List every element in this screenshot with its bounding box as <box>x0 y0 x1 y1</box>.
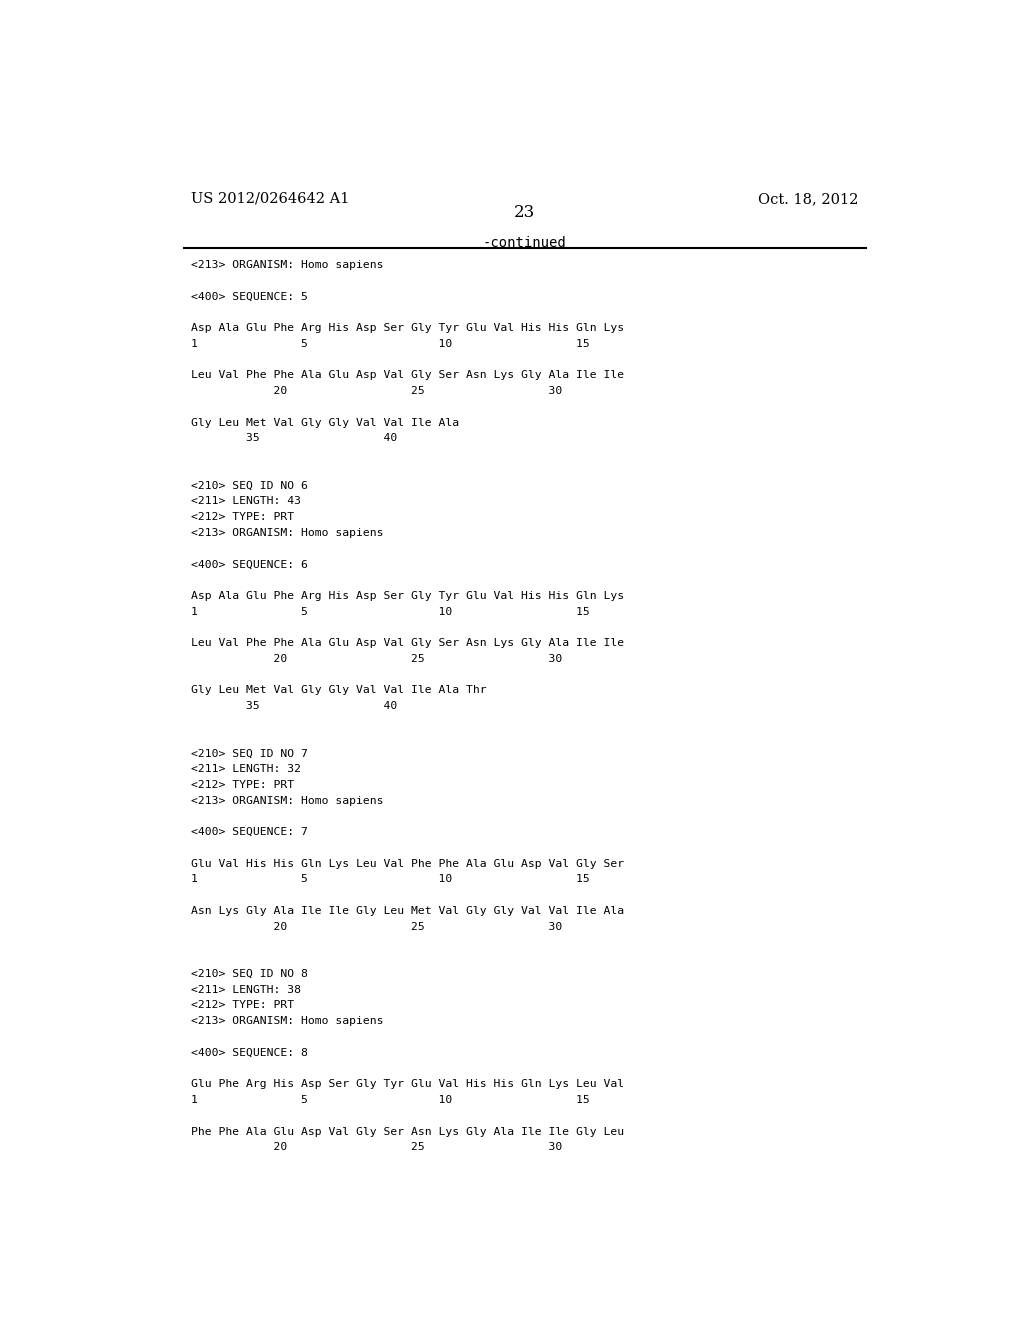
Text: Leu Val Phe Phe Ala Glu Asp Val Gly Ser Asn Lys Gly Ala Ile Ile: Leu Val Phe Phe Ala Glu Asp Val Gly Ser … <box>191 638 625 648</box>
Text: <212> TYPE: PRT: <212> TYPE: PRT <box>191 512 295 523</box>
Text: <400> SEQUENCE: 7: <400> SEQUENCE: 7 <box>191 828 308 837</box>
Text: <212> TYPE: PRT: <212> TYPE: PRT <box>191 1001 295 1011</box>
Text: 1               5                   10                  15: 1 5 10 15 <box>191 607 590 616</box>
Text: 35                  40: 35 40 <box>191 701 397 711</box>
Text: <400> SEQUENCE: 6: <400> SEQUENCE: 6 <box>191 560 308 569</box>
Text: Glu Phe Arg His Asp Ser Gly Tyr Glu Val His His Gln Lys Leu Val: Glu Phe Arg His Asp Ser Gly Tyr Glu Val … <box>191 1080 625 1089</box>
Text: <211> LENGTH: 38: <211> LENGTH: 38 <box>191 985 301 995</box>
Text: 1               5                   10                  15: 1 5 10 15 <box>191 874 590 884</box>
Text: 20                  25                  30: 20 25 30 <box>191 653 563 664</box>
Text: Asn Lys Gly Ala Ile Ile Gly Leu Met Val Gly Gly Val Val Ile Ala: Asn Lys Gly Ala Ile Ile Gly Leu Met Val … <box>191 906 625 916</box>
Text: Gly Leu Met Val Gly Gly Val Val Ile Ala Thr: Gly Leu Met Val Gly Gly Val Val Ile Ala … <box>191 685 487 696</box>
Text: <213> ORGANISM: Homo sapiens: <213> ORGANISM: Homo sapiens <box>191 528 384 537</box>
Text: -continued: -continued <box>483 236 566 249</box>
Text: Leu Val Phe Phe Ala Glu Asp Val Gly Ser Asn Lys Gly Ala Ile Ile: Leu Val Phe Phe Ala Glu Asp Val Gly Ser … <box>191 371 625 380</box>
Text: <211> LENGTH: 43: <211> LENGTH: 43 <box>191 496 301 507</box>
Text: <210> SEQ ID NO 7: <210> SEQ ID NO 7 <box>191 748 308 759</box>
Text: Glu Val His His Gln Lys Leu Val Phe Phe Ala Glu Asp Val Gly Ser: Glu Val His His Gln Lys Leu Val Phe Phe … <box>191 859 625 869</box>
Text: <213> ORGANISM: Homo sapiens: <213> ORGANISM: Homo sapiens <box>191 796 384 805</box>
Text: 1               5                   10                  15: 1 5 10 15 <box>191 339 590 348</box>
Text: 20                  25                  30: 20 25 30 <box>191 921 563 932</box>
Text: US 2012/0264642 A1: US 2012/0264642 A1 <box>191 191 350 206</box>
Text: <212> TYPE: PRT: <212> TYPE: PRT <box>191 780 295 789</box>
Text: Asp Ala Glu Phe Arg His Asp Ser Gly Tyr Glu Val His His Gln Lys: Asp Ala Glu Phe Arg His Asp Ser Gly Tyr … <box>191 323 625 333</box>
Text: <400> SEQUENCE: 5: <400> SEQUENCE: 5 <box>191 292 308 301</box>
Text: Gly Leu Met Val Gly Gly Val Val Ile Ala: Gly Leu Met Val Gly Gly Val Val Ile Ala <box>191 417 460 428</box>
Text: <210> SEQ ID NO 8: <210> SEQ ID NO 8 <box>191 969 308 979</box>
Text: <210> SEQ ID NO 6: <210> SEQ ID NO 6 <box>191 480 308 491</box>
Text: <211> LENGTH: 32: <211> LENGTH: 32 <box>191 764 301 774</box>
Text: Oct. 18, 2012: Oct. 18, 2012 <box>758 191 858 206</box>
Text: <213> ORGANISM: Homo sapiens: <213> ORGANISM: Homo sapiens <box>191 260 384 271</box>
Text: 1               5                   10                  15: 1 5 10 15 <box>191 1096 590 1105</box>
Text: 35                  40: 35 40 <box>191 433 397 444</box>
Text: 20                  25                  30: 20 25 30 <box>191 1142 563 1152</box>
Text: 20                  25                  30: 20 25 30 <box>191 385 563 396</box>
Text: 23: 23 <box>514 205 536 222</box>
Text: <400> SEQUENCE: 8: <400> SEQUENCE: 8 <box>191 1048 308 1057</box>
Text: Phe Phe Ala Glu Asp Val Gly Ser Asn Lys Gly Ala Ile Ile Gly Leu: Phe Phe Ala Glu Asp Val Gly Ser Asn Lys … <box>191 1126 625 1137</box>
Text: <213> ORGANISM: Homo sapiens: <213> ORGANISM: Homo sapiens <box>191 1016 384 1026</box>
Text: Asp Ala Glu Phe Arg His Asp Ser Gly Tyr Glu Val His His Gln Lys: Asp Ala Glu Phe Arg His Asp Ser Gly Tyr … <box>191 591 625 601</box>
